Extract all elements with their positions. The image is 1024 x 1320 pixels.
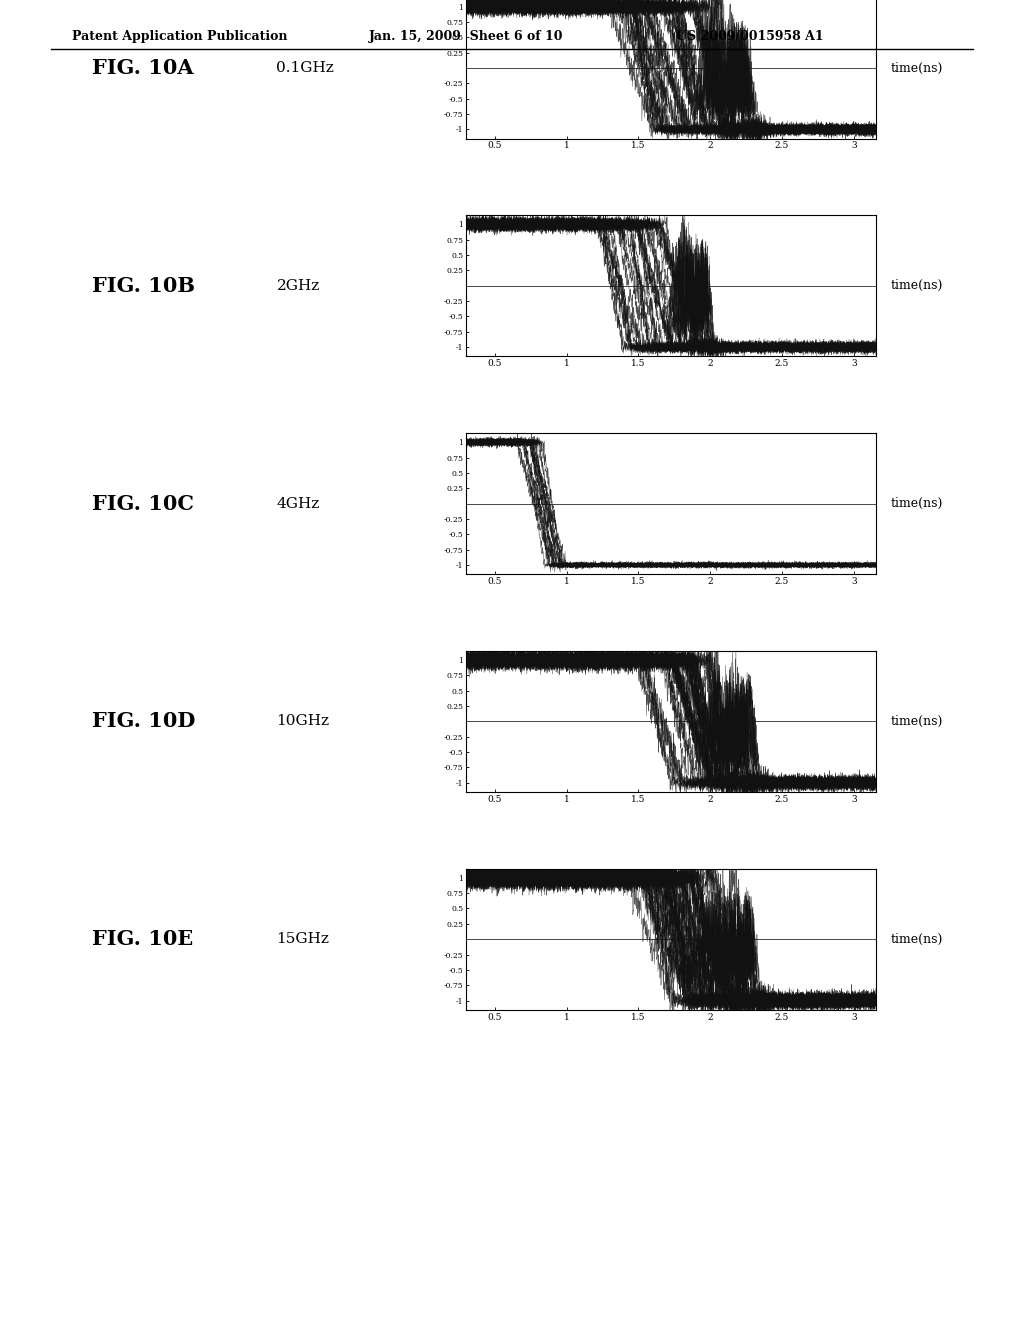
Text: time(ns): time(ns) xyxy=(891,498,943,510)
Text: FIG. 10C: FIG. 10C xyxy=(92,494,195,513)
Text: time(ns): time(ns) xyxy=(891,280,943,292)
Text: 15GHz: 15GHz xyxy=(276,932,330,946)
Text: FIG. 10E: FIG. 10E xyxy=(92,929,194,949)
Text: 0.1GHz: 0.1GHz xyxy=(276,61,334,75)
Text: Patent Application Publication: Patent Application Publication xyxy=(72,30,287,44)
Text: FIG. 10A: FIG. 10A xyxy=(92,58,194,78)
Text: time(ns): time(ns) xyxy=(891,62,943,74)
Text: 10GHz: 10GHz xyxy=(276,714,330,729)
Text: US 2009/0015958 A1: US 2009/0015958 A1 xyxy=(676,30,823,44)
Text: 4GHz: 4GHz xyxy=(276,496,319,511)
Text: FIG. 10D: FIG. 10D xyxy=(92,711,196,731)
Text: Jan. 15, 2009  Sheet 6 of 10: Jan. 15, 2009 Sheet 6 of 10 xyxy=(369,30,563,44)
Text: 2GHz: 2GHz xyxy=(276,279,319,293)
Text: time(ns): time(ns) xyxy=(891,715,943,727)
Text: time(ns): time(ns) xyxy=(891,933,943,945)
Text: FIG. 10B: FIG. 10B xyxy=(92,276,196,296)
